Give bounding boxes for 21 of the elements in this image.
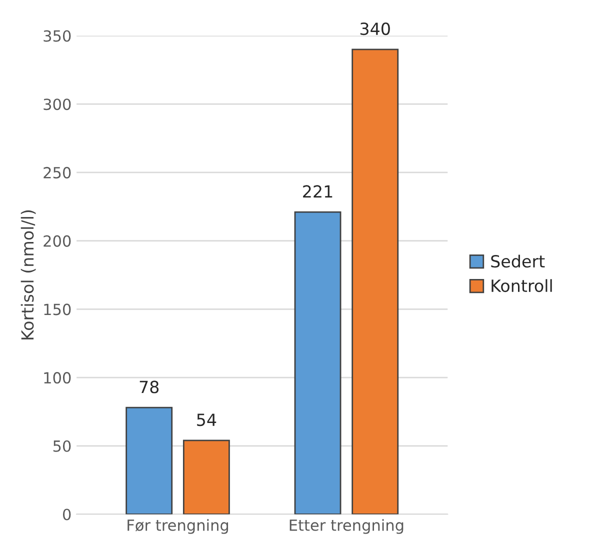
bar xyxy=(182,440,230,514)
data-label: 54 xyxy=(197,414,216,426)
y-tick-label: 100 xyxy=(44,372,71,384)
legend-label: Sedert xyxy=(491,254,545,268)
y-tick-label: 200 xyxy=(44,235,71,247)
y-axis-title: Kortisol (nmol/l) xyxy=(20,210,36,340)
data-label: 340 xyxy=(360,22,390,36)
y-tick-label: 50 xyxy=(53,440,71,452)
y-tick-label: 150 xyxy=(44,304,71,316)
x-tick-label: Før trengning xyxy=(128,519,228,534)
data-label: 78 xyxy=(140,380,159,394)
bar xyxy=(294,211,342,514)
data-label: 221 xyxy=(303,185,332,198)
bar xyxy=(126,406,173,514)
x-tick-label: Etter trengning xyxy=(290,519,404,534)
legend-label: Kontroll xyxy=(492,279,552,292)
bar xyxy=(352,48,399,514)
y-tick-label: 0 xyxy=(62,508,71,520)
y-tick-label: 350 xyxy=(44,30,71,42)
y-tick-label: 300 xyxy=(44,98,71,110)
y-tick-label: 250 xyxy=(44,166,71,178)
